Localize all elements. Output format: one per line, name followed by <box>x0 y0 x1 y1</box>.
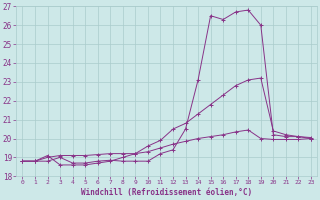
X-axis label: Windchill (Refroidissement éolien,°C): Windchill (Refroidissement éolien,°C) <box>81 188 252 197</box>
